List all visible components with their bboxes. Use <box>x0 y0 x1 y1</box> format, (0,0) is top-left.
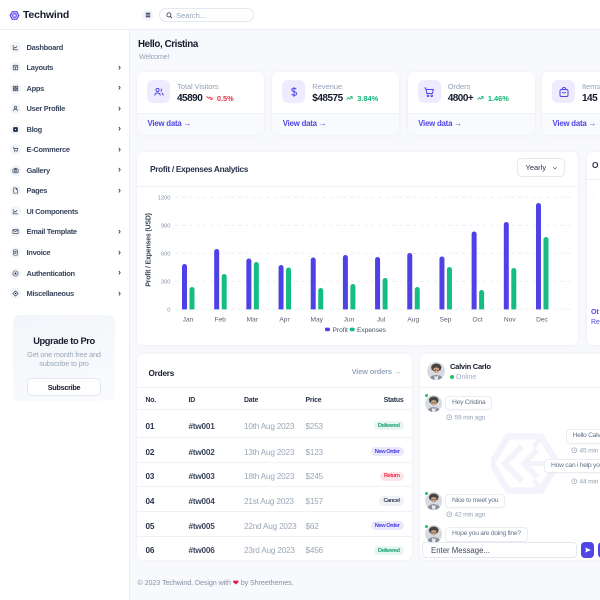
svg-text:1200: 1200 <box>158 195 171 201</box>
svg-text:Feb: Feb <box>214 317 226 324</box>
svg-text:Profit / Expenses (USD): Profit / Expenses (USD) <box>146 213 153 287</box>
svg-text:300: 300 <box>161 279 171 285</box>
svg-text:Oct: Oct <box>472 317 482 324</box>
svg-text:Aug: Aug <box>407 317 419 324</box>
svg-text:Dec: Dec <box>536 317 548 324</box>
svg-text:600: 600 <box>161 251 171 257</box>
svg-text:Mar: Mar <box>247 317 259 324</box>
svg-text:Profit: Profit <box>333 327 349 334</box>
svg-text:Jul: Jul <box>377 317 386 324</box>
svg-text:900: 900 <box>161 223 171 229</box>
svg-text:Jun: Jun <box>344 317 355 324</box>
svg-text:Apr: Apr <box>279 317 290 324</box>
svg-text:Expenses: Expenses <box>357 327 387 334</box>
svg-text:Sep: Sep <box>440 317 452 324</box>
svg-text:Nov: Nov <box>504 317 516 324</box>
svg-text:0: 0 <box>167 307 170 313</box>
svg-text:Jan: Jan <box>183 317 194 324</box>
svg-text:May: May <box>310 317 323 324</box>
